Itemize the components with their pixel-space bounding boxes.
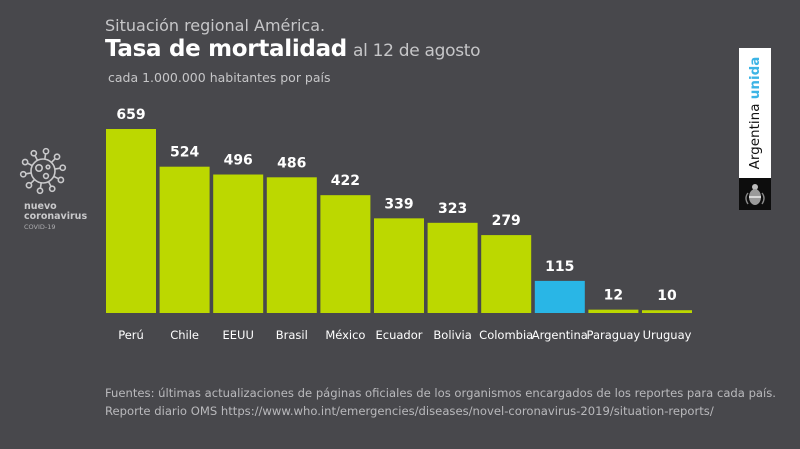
category-label-argentina: Argentina bbox=[532, 328, 588, 342]
data-label-colombia: 279 bbox=[492, 213, 521, 229]
chart-title-text: Tasa de mortalidad bbox=[105, 36, 347, 62]
category-label-perú: Perú bbox=[118, 328, 144, 342]
virus-spike bbox=[30, 178, 36, 184]
coronavirus-icon bbox=[19, 147, 67, 195]
category-label-uruguay: Uruguay bbox=[643, 328, 692, 342]
virus-spike bbox=[53, 175, 59, 180]
data-label-eeuu: 496 bbox=[224, 153, 253, 169]
data-label-perú: 659 bbox=[116, 107, 145, 123]
virus-spike-tip bbox=[36, 187, 44, 195]
chart-title: Tasa de mortalidad al 12 de agosto bbox=[105, 36, 481, 62]
category-label-paraguay: Paraguay bbox=[587, 328, 641, 342]
bar-méxico bbox=[320, 195, 371, 313]
virus-spike bbox=[50, 158, 56, 164]
bar-colombia bbox=[481, 235, 532, 313]
caption-line-2: coronavirus bbox=[24, 211, 88, 222]
chart-kicker: Situación regional América. bbox=[105, 16, 326, 35]
virus-spike-tip bbox=[21, 158, 29, 166]
virus-spike bbox=[47, 181, 52, 187]
bar-perú bbox=[106, 129, 156, 313]
badge-text-area: Argentina unida bbox=[739, 48, 771, 178]
bar-chile bbox=[159, 166, 210, 313]
bar-bolivia bbox=[427, 222, 478, 313]
bar-argentina bbox=[534, 280, 585, 313]
argentina-unida-badge: Argentina unida bbox=[739, 48, 771, 210]
category-label-bolivia: Bolivia bbox=[433, 328, 471, 342]
caption-line-1: nuevo bbox=[24, 201, 57, 212]
bar-uruguay bbox=[642, 310, 692, 313]
category-label-ecuador: Ecuador bbox=[376, 328, 423, 342]
virus-spike bbox=[34, 155, 39, 161]
sources-footer: Fuentes: últimas actualizaciones de pági… bbox=[105, 384, 776, 420]
caption-line-3: COVID-19 bbox=[24, 223, 56, 231]
data-label-méxico: 422 bbox=[331, 173, 360, 189]
data-label-brasil: 486 bbox=[277, 155, 306, 171]
virus-spike-tip bbox=[19, 170, 27, 178]
virus-spike-tip bbox=[30, 149, 38, 157]
virus-spike bbox=[27, 162, 33, 167]
data-label-uruguay: 10 bbox=[657, 288, 677, 304]
data-label-argentina: 115 bbox=[545, 259, 574, 275]
national-coat-of-arms-icon bbox=[745, 184, 765, 205]
chart-unit: cada 1.000.000 habitantes por país bbox=[108, 70, 331, 85]
virus-spike bbox=[39, 182, 42, 189]
badge-emblem-area bbox=[739, 178, 771, 210]
badge-text-main: Argentina bbox=[747, 103, 763, 170]
sources-line-1: Fuentes: últimas actualizaciones de pági… bbox=[105, 386, 776, 400]
bar-ecuador bbox=[374, 218, 424, 313]
bar-paraguay bbox=[588, 309, 639, 313]
virus-spike bbox=[54, 167, 61, 170]
virus-spike-tip bbox=[59, 164, 67, 172]
data-label-chile: 524 bbox=[170, 145, 199, 161]
virus-spike-tip bbox=[42, 147, 50, 155]
coronavirus-logo bbox=[14, 145, 84, 205]
category-label-eeuu: EEUU bbox=[223, 328, 254, 342]
virus-spike bbox=[44, 153, 47, 160]
category-label-brasil: Brasil bbox=[276, 328, 308, 342]
category-label-chile: Chile bbox=[170, 328, 199, 342]
data-label-bolivia: 323 bbox=[438, 201, 467, 217]
virus-spike-tip bbox=[48, 185, 56, 193]
bar-brasil bbox=[266, 177, 317, 313]
virus-spike bbox=[25, 172, 32, 175]
bar-eeuu bbox=[213, 174, 264, 313]
virus-spike-tip bbox=[53, 153, 61, 161]
data-label-ecuador: 339 bbox=[384, 196, 413, 212]
data-label-paraguay: 12 bbox=[604, 288, 623, 304]
badge-text: Argentina unida bbox=[747, 57, 763, 170]
virus-spike-tip bbox=[25, 181, 33, 189]
category-label-méxico: México bbox=[325, 328, 365, 342]
coronavirus-caption: nuevo coronavirus COVID-19 bbox=[24, 202, 87, 232]
chart-date: al 12 de agosto bbox=[352, 41, 481, 61]
category-label-colombia: Colombia bbox=[479, 328, 533, 342]
badge-text-accent: unida bbox=[747, 56, 763, 100]
sources-line-2: Reporte diario OMS https://www.who.int/e… bbox=[105, 404, 714, 418]
virus-spike-tip bbox=[57, 176, 65, 184]
